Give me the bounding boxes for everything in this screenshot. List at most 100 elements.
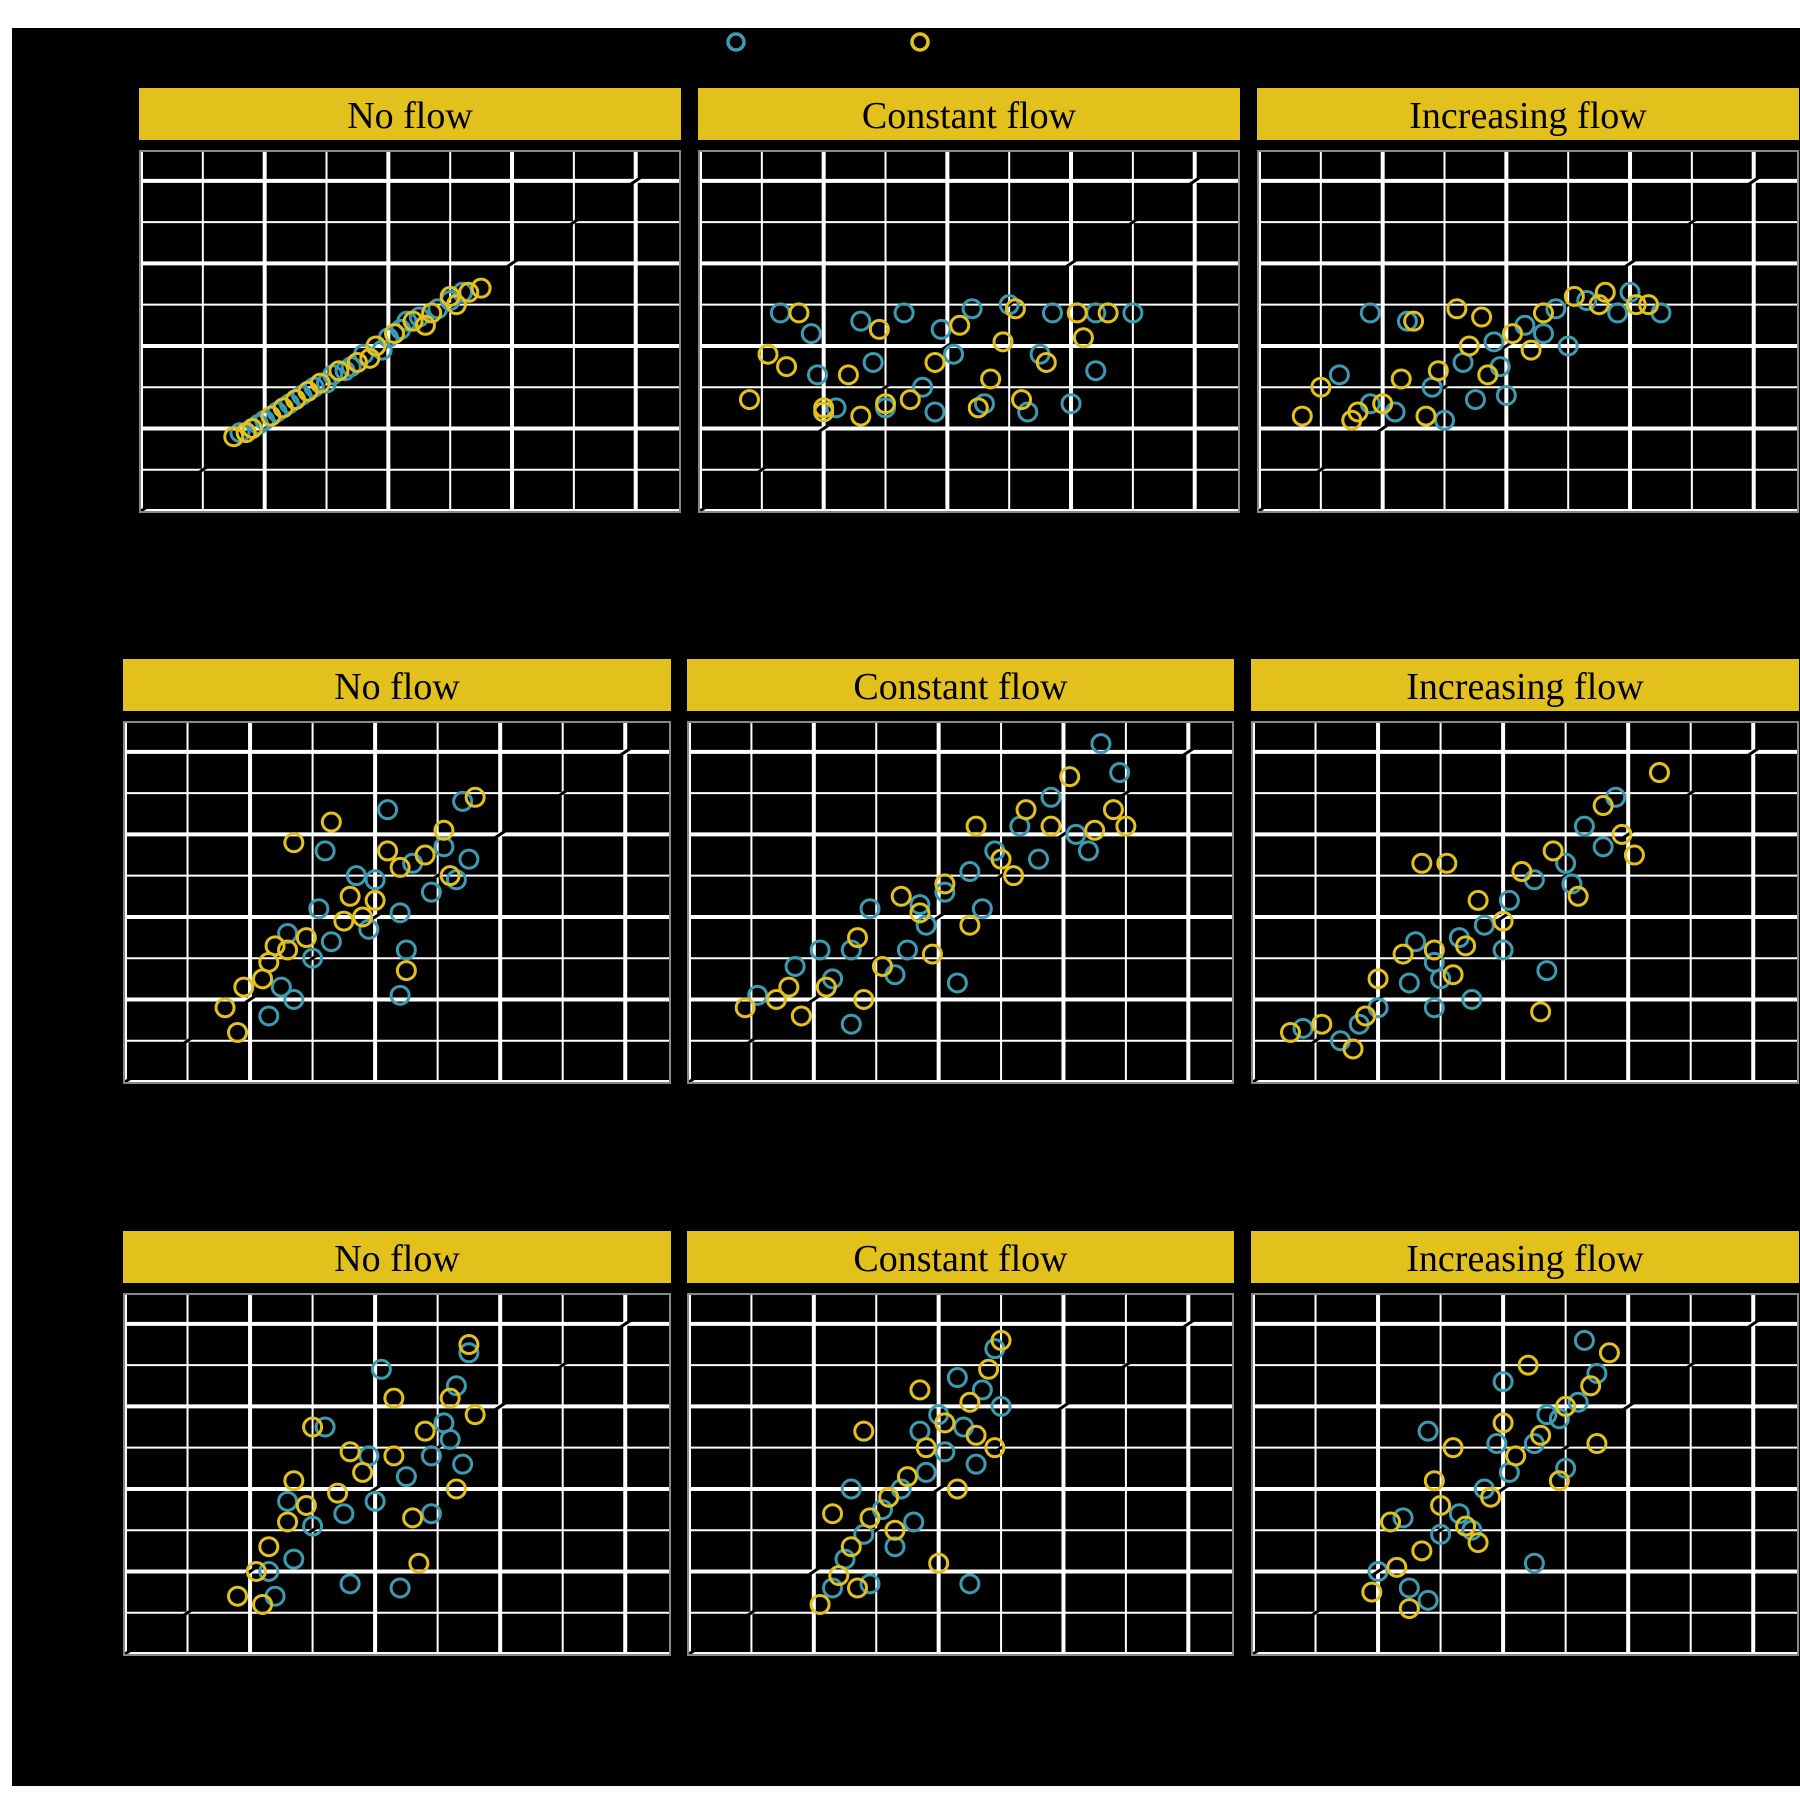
point-series-a	[1423, 997, 1445, 1019]
point-series-b	[959, 1391, 981, 1413]
point-series-b	[1011, 389, 1033, 411]
point-series-a	[1573, 1329, 1595, 1351]
point-series-a	[909, 894, 931, 916]
point-series-b	[1380, 1511, 1402, 1533]
panel-row2-col1: No flow	[123, 659, 671, 1084]
point-series-a	[840, 1478, 862, 1500]
point-series-a	[1028, 848, 1050, 870]
point-series-b	[984, 1437, 1006, 1459]
panel-frame	[1251, 721, 1799, 1084]
point-series-a	[333, 1503, 355, 1525]
point-series-b	[1580, 1375, 1602, 1397]
point-series-b	[414, 844, 436, 866]
point-series-a	[258, 1005, 280, 1027]
point-series-b	[1004, 298, 1026, 320]
point-series-b	[992, 331, 1014, 353]
point-series-a	[395, 939, 417, 961]
point-series-a	[370, 1358, 392, 1380]
point-series-b	[1311, 1013, 1333, 1035]
point-series-b	[921, 943, 943, 965]
point-series-b	[1532, 302, 1554, 324]
point-series-b	[223, 426, 245, 448]
point-series-b	[1415, 405, 1437, 427]
panel-row3-col3: Increasing flow	[1251, 1231, 1799, 1656]
point-series-b	[1567, 885, 1589, 907]
panel-row2-col3: Increasing flow	[1251, 659, 1799, 1084]
point-series-a	[1417, 1589, 1439, 1611]
point-series-b	[1390, 368, 1412, 390]
point-series-b	[1455, 1515, 1477, 1537]
point-series-a	[784, 955, 806, 977]
point-series-b	[965, 815, 987, 837]
panel-row2-col2: Constant flow	[687, 659, 1234, 1084]
point-series-a	[896, 939, 918, 961]
point-series-b	[959, 914, 981, 936]
point-series-a	[377, 799, 399, 821]
point-series-b	[896, 1466, 918, 1488]
point-series-a	[1077, 840, 1099, 862]
point-series-b	[1611, 823, 1633, 845]
point-series-b	[339, 885, 361, 907]
point-series-b	[890, 885, 912, 907]
point-series-a	[1122, 302, 1144, 324]
point-series-b	[333, 910, 355, 932]
point-series-b	[1386, 1556, 1408, 1578]
point-series-a	[971, 1379, 993, 1401]
point-series-a	[302, 947, 324, 969]
point-series-b	[252, 1593, 274, 1615]
point-series-a	[990, 1395, 1012, 1417]
point-series-b	[980, 368, 1002, 390]
plot-area	[687, 1293, 1234, 1656]
point-series-b	[408, 1552, 430, 1574]
point-series-b	[1563, 285, 1585, 307]
point-series-b	[365, 335, 387, 357]
point-series-b	[875, 393, 897, 415]
identity-line	[688, 721, 1233, 1084]
point-series-a	[1461, 988, 1483, 1010]
strip-label: No flow	[139, 88, 681, 140]
point-series-a	[1557, 335, 1579, 357]
point-series-a	[946, 972, 968, 994]
point-series-a	[1473, 914, 1495, 936]
point-series-b	[1598, 1342, 1620, 1364]
point-series-b	[1059, 766, 1081, 788]
point-series-b	[1530, 1424, 1552, 1446]
point-series-b	[738, 389, 760, 411]
point-series-b	[383, 1387, 405, 1409]
point-series-b	[1072, 327, 1094, 349]
point-series-b	[1586, 1433, 1608, 1455]
point-series-a	[934, 1441, 956, 1463]
point-series-a	[840, 939, 862, 961]
point-series-b	[1342, 1038, 1364, 1060]
point-series-a	[452, 790, 474, 812]
point-series-b	[1477, 364, 1499, 386]
point-series-b	[1542, 840, 1564, 862]
point-series-a	[822, 1577, 844, 1599]
point-series-a	[800, 323, 822, 345]
panel-frame	[1257, 150, 1799, 513]
point-series-a	[825, 397, 847, 419]
point-series-b	[258, 1536, 280, 1558]
point-series-a	[1536, 960, 1558, 982]
panel-frame	[123, 721, 671, 1084]
point-series-b	[1040, 815, 1062, 837]
point-series-a	[1464, 389, 1486, 411]
identity-line	[1252, 1293, 1798, 1656]
point-series-b	[1102, 799, 1124, 821]
plot-area	[123, 1293, 671, 1656]
strip-label: Constant flow	[687, 1231, 1234, 1283]
point-series-a	[1555, 852, 1577, 874]
point-series-b	[1066, 302, 1088, 324]
point-series-b	[277, 1511, 299, 1533]
point-series-b	[928, 1552, 950, 1574]
point-series-a	[1085, 360, 1107, 382]
point-series-b	[1372, 393, 1394, 415]
point-series-b	[734, 997, 756, 1019]
point-series-b	[1392, 943, 1414, 965]
point-series-b	[264, 935, 286, 957]
panel-row1-col1: No flow	[139, 88, 681, 513]
point-series-b	[1530, 1001, 1552, 1023]
point-series-b	[320, 811, 342, 833]
point-series-a	[1592, 836, 1614, 858]
point-series-b	[840, 1536, 862, 1558]
